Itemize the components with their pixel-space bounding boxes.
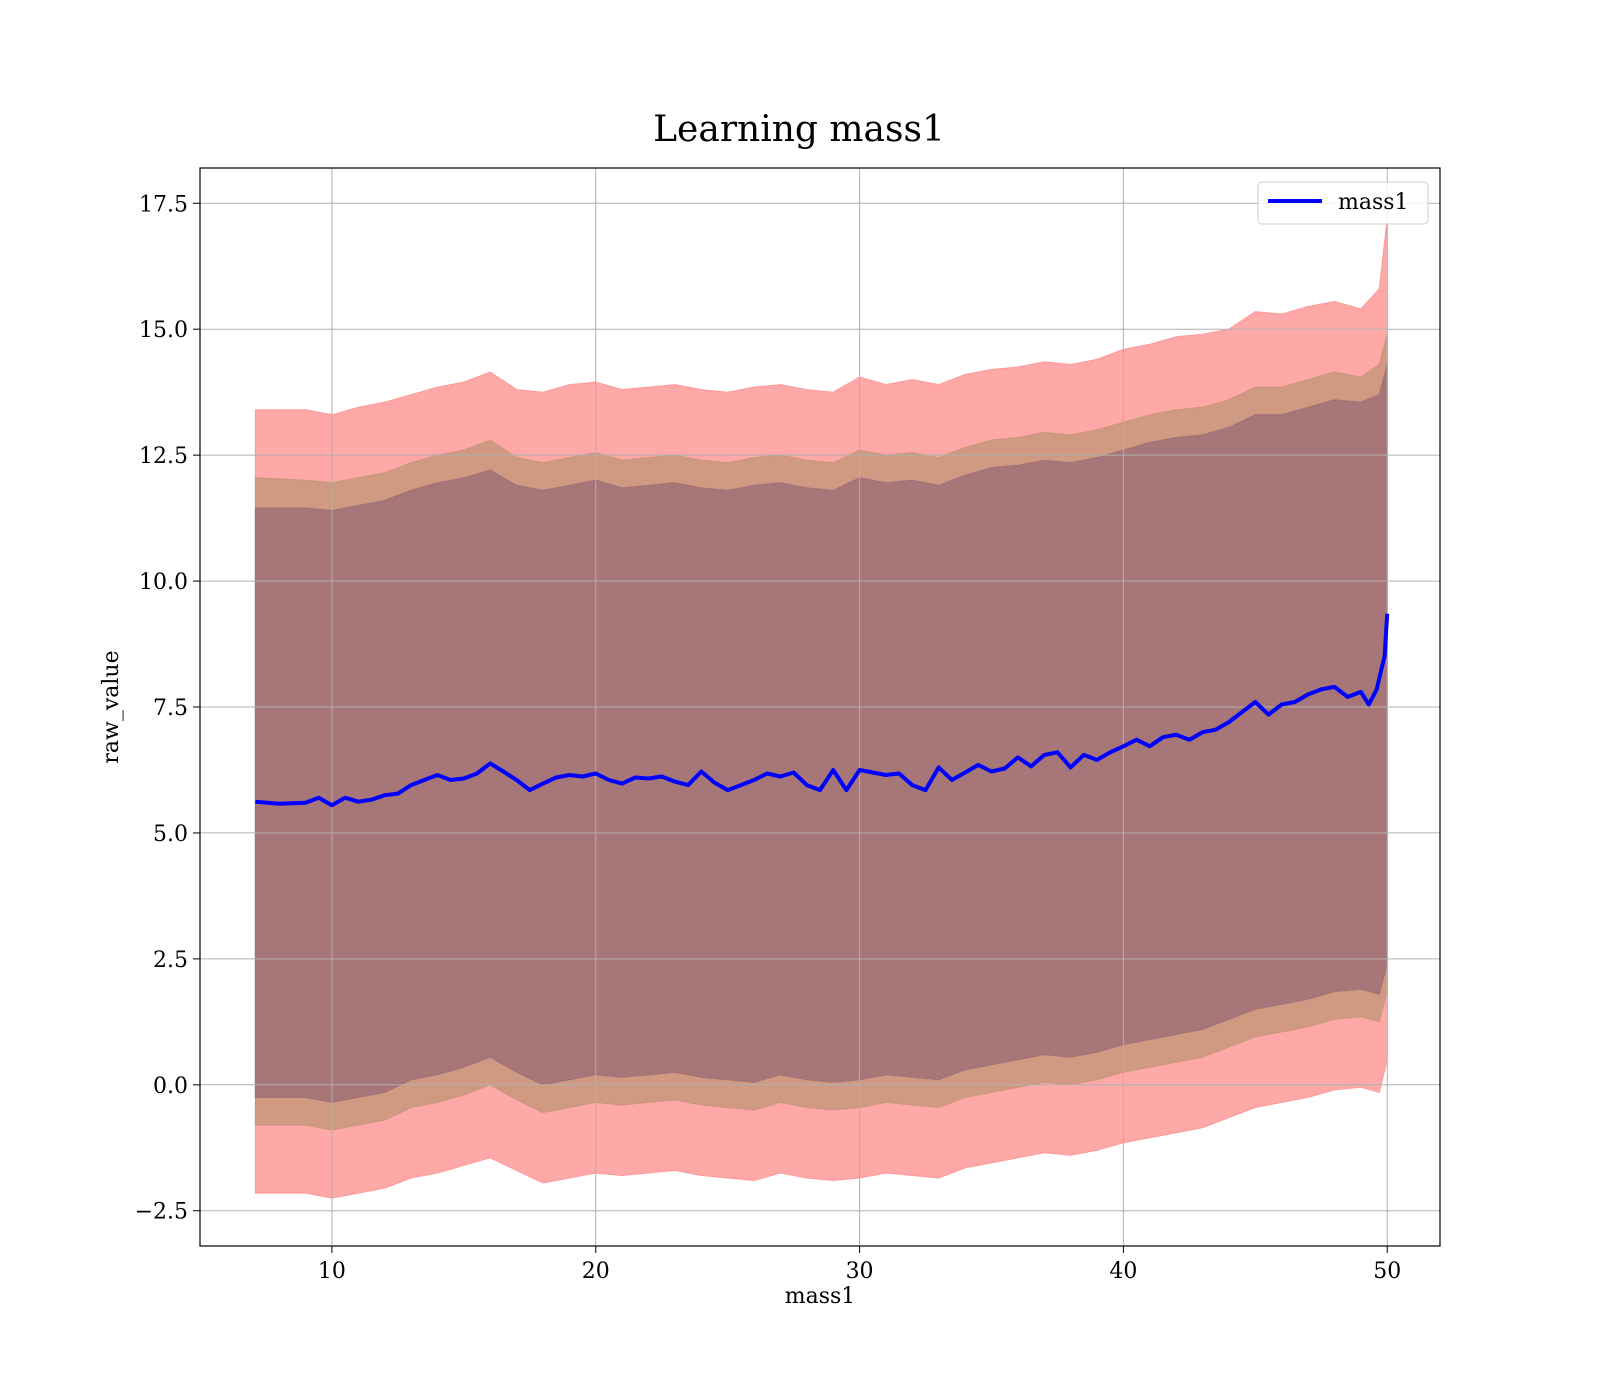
- series-line-mass1: [255, 613, 1390, 808]
- bands-layer: [254, 218, 1388, 1199]
- x-tick-label: 30: [846, 1259, 874, 1284]
- x-tick-label: 40: [1109, 1259, 1137, 1284]
- y-tick-label: 5.0: [153, 822, 188, 847]
- grid-layer: [200, 168, 1440, 1246]
- legend-label-mass1: mass1: [1338, 190, 1409, 215]
- x-tick-label: 50: [1373, 1259, 1401, 1284]
- y-tick-label: 2.5: [153, 948, 188, 973]
- lines-layer: [255, 613, 1390, 808]
- x-tick-label: 10: [318, 1259, 346, 1284]
- y-tick-label: 0.0: [153, 1074, 188, 1099]
- x-axis-title: mass1: [785, 1284, 856, 1309]
- x-axis-ticks: 10 20 30 40 50: [318, 1246, 1401, 1284]
- y-axis-title: raw_value: [99, 650, 124, 763]
- y-tick-label: 17.5: [139, 192, 188, 217]
- y-tick-label: 12.5: [139, 444, 188, 469]
- y-tick-label: 10.0: [139, 570, 188, 595]
- y-axis-ticks: −2.5 0.0 2.5 5.0 7.5 10.0 12.5 15.0 17.5: [135, 192, 200, 1225]
- plot-area: [199, 167, 1441, 1247]
- y-tick-label: −2.5: [135, 1200, 188, 1225]
- y-tick-label: 7.5: [153, 696, 188, 721]
- legend: mass1: [1257, 181, 1429, 225]
- y-tick-label: 15.0: [139, 318, 188, 343]
- chart-title: Learning mass1: [653, 109, 945, 150]
- x-tick-label: 20: [582, 1259, 610, 1284]
- legend-box: [1257, 181, 1429, 225]
